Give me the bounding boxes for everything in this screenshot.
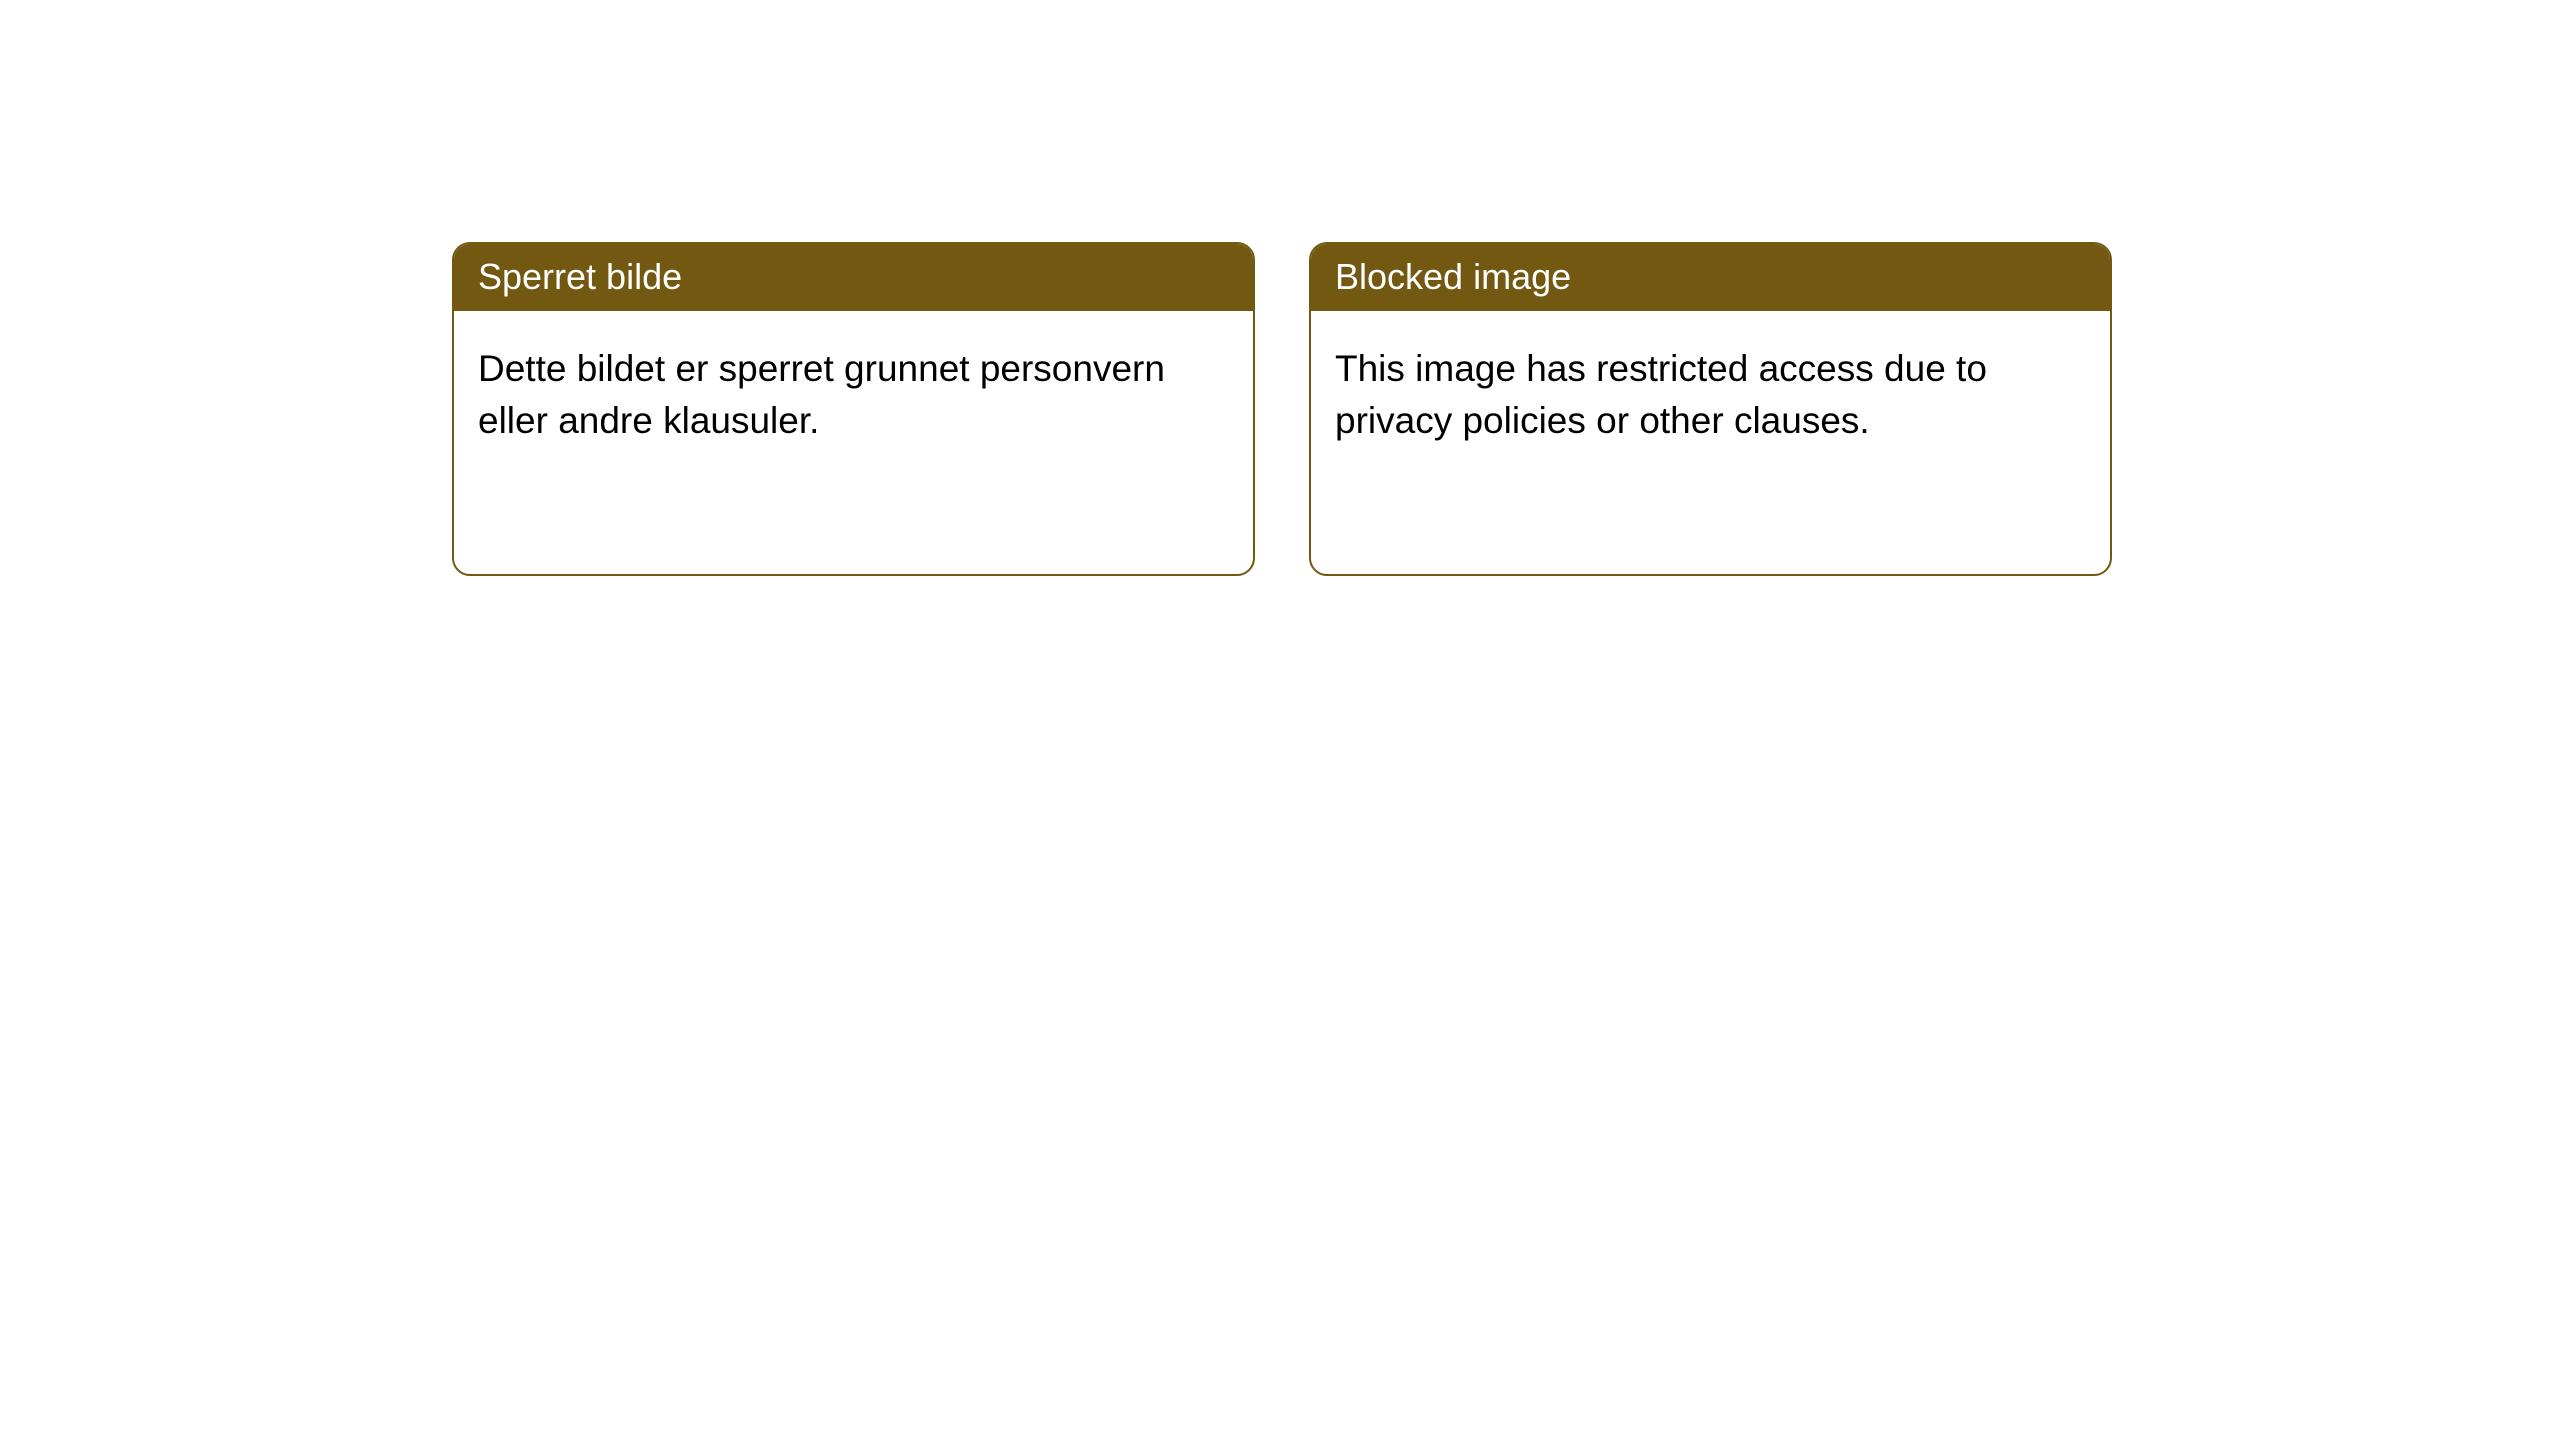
notice-title: Sperret bilde [478, 256, 682, 297]
notice-body: This image has restricted access due to … [1311, 311, 2110, 471]
notice-body: Dette bildet er sperret grunnet personve… [454, 311, 1253, 471]
notice-container: Sperret bilde Dette bildet er sperret gr… [0, 0, 2560, 576]
notice-title: Blocked image [1335, 256, 1571, 297]
notice-card-norwegian: Sperret bilde Dette bildet er sperret gr… [452, 242, 1255, 576]
notice-header: Blocked image [1311, 244, 2110, 311]
notice-message: This image has restricted access due to … [1335, 348, 1987, 441]
notice-card-english: Blocked image This image has restricted … [1309, 242, 2112, 576]
notice-message: Dette bildet er sperret grunnet personve… [478, 348, 1165, 441]
notice-header: Sperret bilde [454, 244, 1253, 311]
